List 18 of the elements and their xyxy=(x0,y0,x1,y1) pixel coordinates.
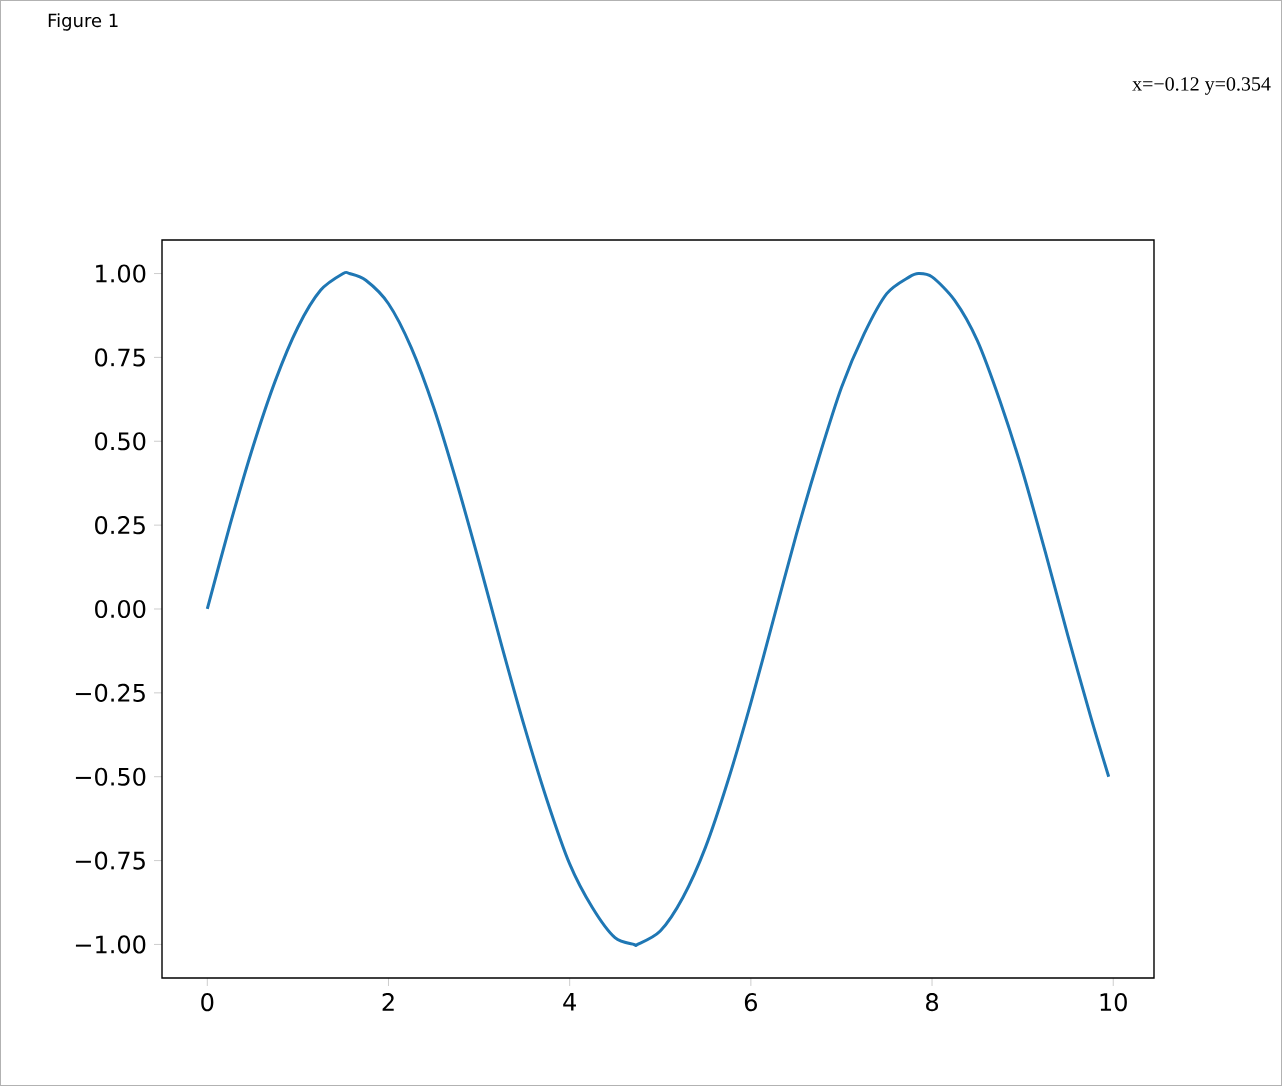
y-tick-label: 0.00 xyxy=(95,599,146,619)
x-tick-label: 6 xyxy=(744,993,757,1012)
x-tick-label: 8 xyxy=(926,993,939,1012)
x-tick-label: 4 xyxy=(563,993,576,1011)
line-series xyxy=(205,272,1111,946)
x-tick-label: 2 xyxy=(382,993,394,1011)
y-tick-label: −0.50 xyxy=(75,767,146,786)
y-tick-label: −0.25 xyxy=(75,683,145,702)
y-tick-label: −1.00 xyxy=(75,935,146,954)
x-tick-label: 0 xyxy=(201,993,214,1012)
chart-title: Figure 1 xyxy=(48,13,118,31)
y-tick-label: 1.00 xyxy=(96,264,146,283)
y-tick-label: −0.75 xyxy=(75,851,145,870)
y-tick-label: 0.50 xyxy=(95,432,146,451)
text: x=−0.12 y=0.354 xyxy=(1132,77,1271,95)
y-tick-label: 0.75 xyxy=(95,348,145,367)
x-tick-label: 10 xyxy=(1100,993,1127,1012)
y-tick-label: 0.25 xyxy=(95,516,145,535)
